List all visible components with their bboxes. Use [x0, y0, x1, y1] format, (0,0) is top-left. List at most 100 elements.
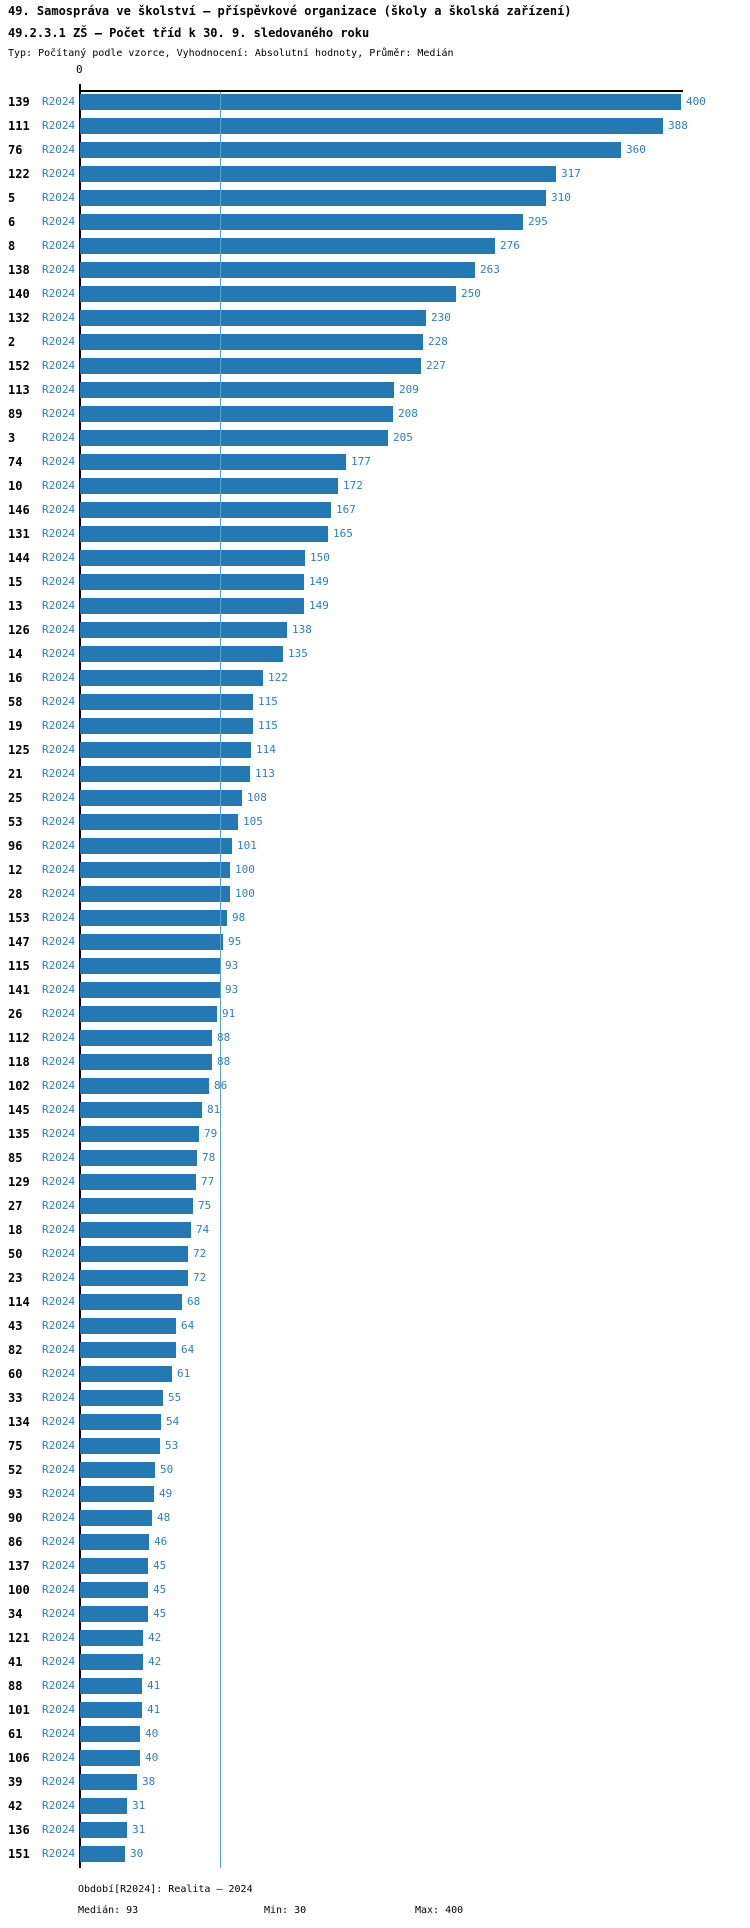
row-series-label: R2024: [42, 191, 76, 204]
bar-value: 78: [202, 1151, 216, 1164]
chart-row: 50 R2024 72: [0, 1246, 750, 1262]
row-label: 52: [8, 1463, 23, 1477]
bar-value: 30: [130, 1847, 144, 1860]
bar: [80, 862, 230, 878]
row-series-label: R2024: [42, 767, 76, 780]
row-series-label: R2024: [42, 1415, 76, 1428]
chart-row: 23 R2024 72: [0, 1270, 750, 1286]
row-series-label: R2024: [42, 1343, 76, 1356]
bar-value: 250: [461, 287, 481, 300]
bar: [80, 1078, 209, 1094]
bar: [80, 1438, 160, 1454]
row-series-label: R2024: [42, 1775, 76, 1788]
row-label: 101: [8, 1703, 30, 1717]
row-label: 86: [8, 1535, 23, 1549]
bar-value: 31: [132, 1823, 146, 1836]
bar-value: 48: [157, 1511, 171, 1524]
row-series-label: R2024: [42, 1535, 76, 1548]
bar-value: 209: [399, 383, 419, 396]
chart-row: 106 R2024 40: [0, 1750, 750, 1766]
row-series-label: R2024: [42, 599, 76, 612]
row-label: 139: [8, 95, 30, 109]
bar-value: 74: [196, 1223, 210, 1236]
chart-meta: Typ: Počítaný podle vzorce, Vyhodnocení:…: [8, 48, 454, 59]
row-label: 5: [8, 191, 16, 205]
chart-row: 85 R2024 78: [0, 1150, 750, 1166]
row-series-label: R2024: [42, 1103, 76, 1116]
bar-value: 88: [217, 1055, 231, 1068]
row-label: 85: [8, 1151, 23, 1165]
bar: [80, 142, 621, 158]
bar: [80, 1318, 176, 1334]
chart-row: 76 R2024 360: [0, 142, 750, 158]
bar-value: 75: [198, 1199, 212, 1212]
row-label: 75: [8, 1439, 23, 1453]
bar: [80, 742, 251, 758]
bar-value: 95: [228, 935, 242, 948]
bar: [80, 910, 227, 926]
x-axis-origin-label: 0: [76, 63, 83, 76]
chart-row: 27 R2024 75: [0, 1198, 750, 1214]
chart-row: 6 R2024 295: [0, 214, 750, 230]
bar-value: 205: [393, 431, 413, 444]
bar-value: 91: [222, 1007, 236, 1020]
bar: [80, 1462, 155, 1478]
row-label: 25: [8, 791, 23, 805]
row-label: 50: [8, 1247, 23, 1261]
chart-row: 12 R2024 100: [0, 862, 750, 878]
chart-row: 112 R2024 88: [0, 1030, 750, 1046]
chart-row: 90 R2024 48: [0, 1510, 750, 1526]
bar-value: 276: [500, 239, 520, 252]
row-label: 8: [8, 239, 16, 253]
row-label: 60: [8, 1367, 23, 1381]
bar: [80, 1150, 197, 1166]
row-label: 138: [8, 263, 30, 277]
row-label: 58: [8, 695, 23, 709]
footer-period: Období[R2024]: Realita – 2024: [78, 1884, 253, 1895]
row-series-label: R2024: [42, 1631, 76, 1644]
row-label: 14: [8, 647, 23, 661]
chart-row: 125 R2024 114: [0, 742, 750, 758]
row-series-label: R2024: [42, 1151, 76, 1164]
chart-row: 147 R2024 95: [0, 934, 750, 950]
bar-value: 77: [201, 1175, 215, 1188]
row-label: 43: [8, 1319, 23, 1333]
bar-value: 208: [398, 407, 418, 420]
bar: [80, 718, 253, 734]
bar-value: 105: [243, 815, 263, 828]
row-series-label: R2024: [42, 455, 76, 468]
row-label: 113: [8, 383, 30, 397]
bar-value: 115: [258, 695, 278, 708]
row-series-label: R2024: [42, 1607, 76, 1620]
bar-value: 295: [528, 215, 548, 228]
bar-value: 50: [160, 1463, 174, 1476]
row-series-label: R2024: [42, 935, 76, 948]
chart-row: 111 R2024 388: [0, 118, 750, 134]
bar-value: 400: [686, 95, 706, 108]
row-label: 102: [8, 1079, 30, 1093]
row-label: 76: [8, 143, 23, 157]
bar: [80, 1702, 142, 1718]
row-label: 112: [8, 1031, 30, 1045]
row-label: 53: [8, 815, 23, 829]
chart-row: 43 R2024 64: [0, 1318, 750, 1334]
row-series-label: R2024: [42, 1511, 76, 1524]
bar: [80, 1726, 140, 1742]
row-label: 23: [8, 1271, 23, 1285]
bar-value: 31: [132, 1799, 146, 1812]
chart-row: 89 R2024 208: [0, 406, 750, 422]
chart-row: 75 R2024 53: [0, 1438, 750, 1454]
chart-row: 96 R2024 101: [0, 838, 750, 854]
chart-row: 3 R2024 205: [0, 430, 750, 446]
bar-value: 61: [177, 1367, 191, 1380]
row-series-label: R2024: [42, 1487, 76, 1500]
bar: [80, 1750, 140, 1766]
bar: [80, 1558, 148, 1574]
bar-value: 40: [145, 1751, 159, 1764]
bar-value: 54: [166, 1415, 180, 1428]
bar: [80, 694, 253, 710]
chart-row: 134 R2024 54: [0, 1414, 750, 1430]
row-label: 96: [8, 839, 23, 853]
bar-value: 360: [626, 143, 646, 156]
